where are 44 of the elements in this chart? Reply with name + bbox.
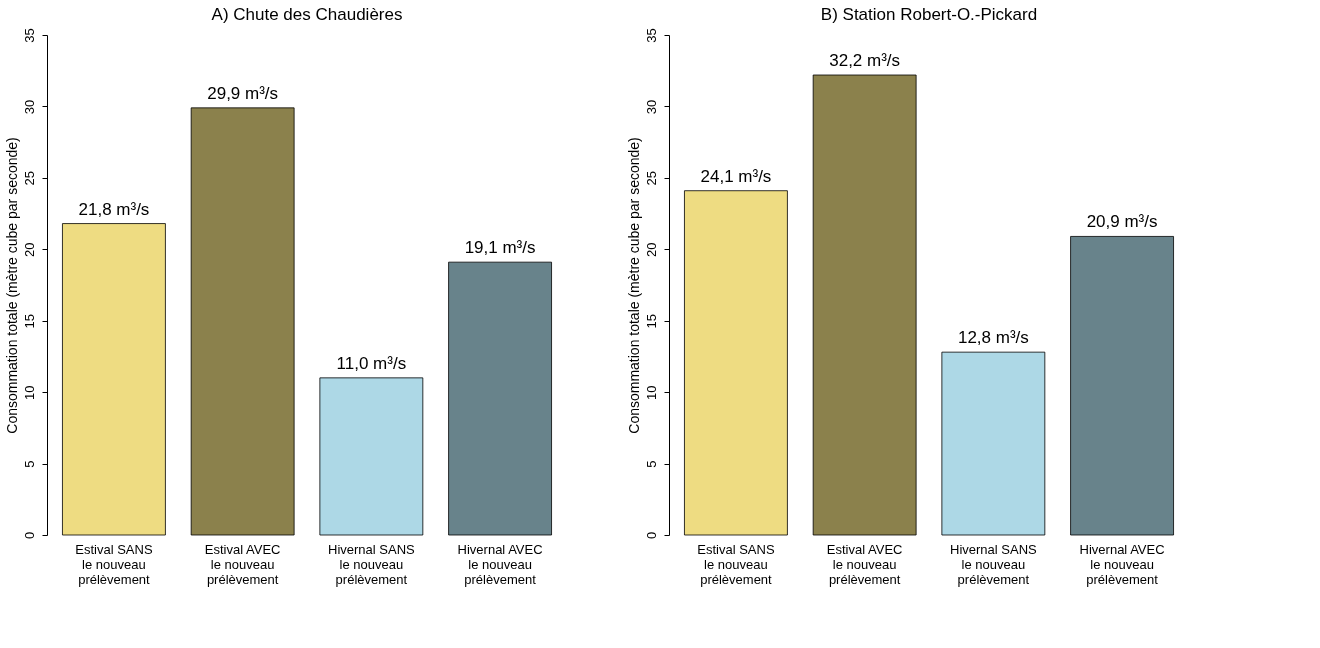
x-tick-label: Estival AVEC le nouveau prélèvement [826,541,903,587]
y-tick-label: 35 [643,28,659,43]
y-tick-label: 5 [21,460,37,468]
y-tick-label: 35 [21,28,37,43]
data-label: 32,2 m³/s [829,51,901,70]
y-axis-title: Consommation totale (mètre cube par seconde) [3,137,20,434]
x-tick-label: Hivernal AVEC le nouveau prélèvement [1079,541,1165,587]
bar [319,377,424,536]
y-tick-label: 15 [21,313,37,329]
y-tick-label: 15 [643,313,659,329]
x-tick-label: Hivernal SANS le nouveau prélèvement [950,541,1038,587]
bar [62,223,166,536]
x-tick-label: Estival AVEC le nouveau prélèvement [204,541,281,587]
y-tick-label: 10 [21,385,37,400]
y-tick-label: 25 [643,171,659,186]
data-label: 19,1 m³/s [464,238,536,258]
bar [1070,236,1174,536]
x-tick-label: Hivernal SANS le nouveau prélèvement [328,541,416,587]
y-tick-label: 20 [643,242,659,258]
data-label: 21,8 m³/s [78,199,150,219]
bar [812,74,917,536]
x-tick-label: Estival SANS le nouveau prélèvement [697,541,775,587]
y-tick-label: 25 [21,171,37,186]
bar [684,190,788,536]
y-axis-title: Consommation totale (mètre cube par seconde) [625,137,642,434]
chart-title: A) Chute des Chaudières [211,4,403,24]
y-tick-label: 0 [643,531,659,540]
y-tick-label: 30 [21,99,37,115]
y-tick-label: 30 [643,99,659,115]
bar [448,261,552,536]
y-tick-label: 0 [21,531,37,540]
bar [941,351,1046,536]
y-tick-label: 10 [643,385,659,400]
data-label: 20,9 m³/s [1086,212,1158,232]
data-label: 24,1 m³/s [700,166,772,186]
bar [190,107,295,536]
y-tick-label: 5 [643,460,659,468]
x-tick-label: Hivernal AVEC le nouveau prélèvement [457,541,543,587]
y-tick-label: 20 [21,242,37,258]
data-label: 29,9 m³/s [207,83,279,103]
chart-title: B) Station Robert-O.-Pickard [820,4,1038,24]
x-tick-label: Estival SANS le nouveau prélèvement [75,541,153,587]
data-label: 11,0 m³/s [336,353,407,373]
data-label: 12,8 m³/s [957,328,1029,348]
